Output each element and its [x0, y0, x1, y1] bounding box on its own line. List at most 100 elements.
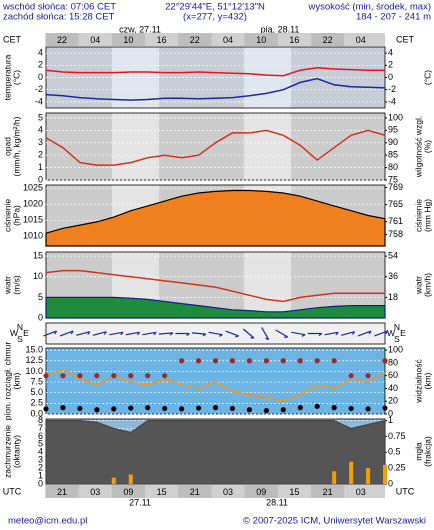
y-tick-label: 0	[38, 478, 43, 488]
hour-label: 04	[90, 35, 100, 45]
dot	[179, 406, 185, 412]
y-axis-label: ciśnienie	[2, 199, 12, 232]
y-tick-label: 5	[38, 439, 43, 449]
y2-tick-label: 60	[388, 370, 398, 380]
line	[45, 66, 385, 77]
dot	[280, 407, 286, 413]
y2-tick-label: 80	[388, 357, 398, 367]
y-tick-label: 4	[38, 125, 43, 135]
hour-label: 16	[157, 35, 167, 45]
y-axis-label: zachmurzenie	[2, 425, 12, 478]
y-tick-label: 1	[38, 470, 43, 480]
dot	[128, 373, 134, 379]
dot	[94, 373, 100, 379]
dot	[212, 358, 219, 364]
line	[45, 368, 386, 402]
hour-cell	[178, 33, 212, 46]
hour-cell	[111, 485, 145, 498]
wind-arrow	[43, 330, 58, 337]
bar	[111, 477, 116, 484]
y-tick-label: -4	[35, 96, 43, 106]
zone: UTC	[3, 486, 22, 496]
y-axis-label: wiatr	[2, 276, 12, 295]
area	[45, 419, 386, 485]
dot	[195, 358, 202, 364]
date: 27.11	[129, 497, 151, 507]
dot	[348, 405, 354, 412]
wind-arrow	[142, 331, 157, 336]
y2-tick-label: 0.5	[388, 447, 401, 457]
hour-label: 15	[157, 487, 167, 497]
dot	[331, 405, 337, 411]
dot	[382, 358, 388, 364]
line	[45, 129, 386, 166]
y2-axis-label: widzialność	[413, 359, 423, 404]
y-tick-label: 0.0	[30, 408, 43, 418]
hour-cell	[311, 485, 345, 498]
dot	[314, 403, 320, 409]
y2-tick-label: 0.75	[388, 431, 406, 441]
hour-label: 22	[57, 35, 67, 45]
hour-label: 04	[356, 35, 366, 45]
panel	[45, 347, 386, 415]
y2-tick-label: 1	[388, 415, 393, 425]
y-tick-label: 1010	[23, 231, 43, 241]
bar	[332, 471, 337, 484]
y2-tick-label: 54	[388, 251, 398, 261]
y2-axis-label: (%)	[422, 140, 432, 153]
hour-cell	[244, 485, 278, 498]
dot	[128, 405, 134, 411]
y-tick-label: 1	[38, 162, 43, 172]
y-tick-label: 2	[38, 60, 43, 70]
wind-arrow	[59, 330, 74, 337]
y2-axis-label: (km/h)	[422, 273, 432, 297]
hour-label: 10	[123, 35, 133, 45]
y-tick-label: 1025	[23, 183, 43, 193]
y-tick-label: 5	[38, 112, 43, 122]
dot	[365, 406, 371, 412]
night	[159, 113, 244, 180]
hour-label: 04	[223, 35, 233, 45]
y2-axis-label: (frakcja)	[422, 436, 432, 467]
dot	[246, 407, 252, 413]
night	[46, 113, 112, 180]
y2-axis-label: wilgotność wzgl.	[413, 116, 423, 178]
hour-label: 09	[256, 487, 266, 497]
y2-tick-label: 85	[388, 150, 398, 160]
y-axis-label: (m/s)	[11, 275, 21, 295]
y2-tick-label: 0.25	[388, 463, 406, 473]
y-tick-label: 0	[38, 174, 43, 184]
height-title: wysokość (min, środek, max)	[308, 2, 431, 13]
wind-arrow	[275, 329, 289, 338]
dot	[263, 358, 269, 364]
wind-arrow	[261, 327, 270, 341]
dot	[111, 406, 117, 412]
y2-axis-label: mgła	[413, 442, 423, 461]
wind-arrow	[225, 330, 239, 338]
wind-arrow	[324, 331, 339, 336]
wind-arrow	[158, 332, 174, 336]
wind-arrow	[307, 332, 323, 337]
dot	[365, 373, 371, 379]
y2-tick-label: 95	[388, 125, 398, 135]
dot	[382, 405, 388, 411]
sunrise: wschód słońca: 07:06 CET	[2, 2, 116, 13]
y-axis-label: (°C)	[11, 70, 21, 85]
hour-cell	[45, 485, 79, 498]
y2-tick-label: 36	[388, 271, 398, 281]
hour-label: 22	[190, 35, 200, 45]
y-axis-label: temperatura	[2, 54, 12, 100]
date: pią, 28.11	[261, 24, 300, 34]
y-axis-label: (km)	[11, 372, 21, 389]
y-tick-label: 7	[38, 423, 43, 433]
hour-label: 21	[190, 487, 200, 497]
bar	[349, 461, 354, 484]
y2-axis-label: wiatr	[413, 276, 423, 295]
y2-tick-label: 2	[388, 60, 393, 70]
y2-tick-label: 100	[388, 112, 403, 122]
height-values: 184 - 207 - 241 m	[356, 12, 431, 23]
wind-arrow	[191, 332, 207, 337]
dot	[60, 405, 66, 411]
compass-label: E	[23, 328, 29, 338]
y-axis-label: pion. rozciągł. chmur	[2, 342, 12, 421]
